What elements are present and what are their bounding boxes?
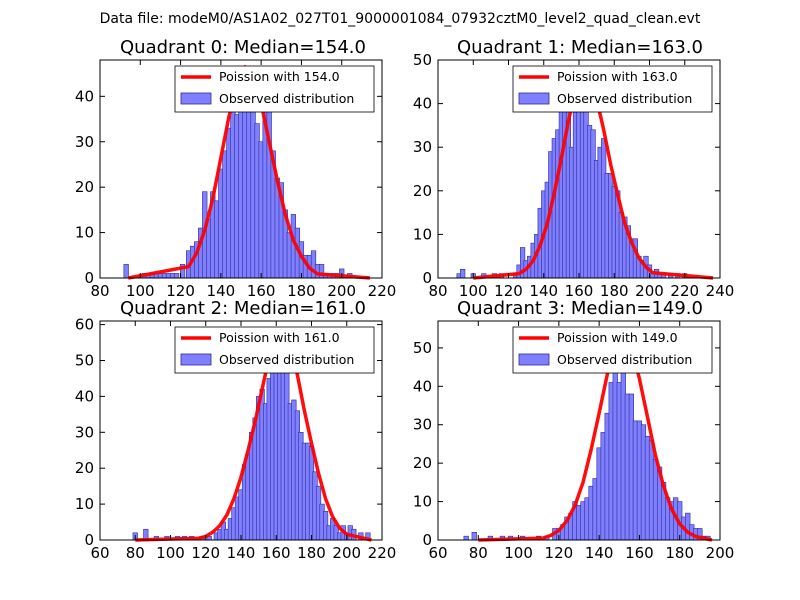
legend-label-poisson: Poission with 154.0	[219, 69, 340, 84]
x-tick-label: 220	[670, 282, 699, 300]
legend-bar-swatch	[180, 92, 212, 105]
panel-title: Quadrant 1: Median=163.0	[457, 37, 703, 58]
x-tick-label: 100	[126, 282, 155, 300]
legend-label-observed: Observed distribution	[557, 91, 692, 106]
legend-bar-swatch	[518, 353, 550, 366]
legend-label-observed: Observed distribution	[557, 352, 692, 367]
axes-frame	[99, 59, 383, 279]
y-tick-label: 10	[75, 224, 94, 242]
x-tick-label: 200	[327, 282, 356, 300]
x-tick-label: 80	[428, 282, 447, 300]
x-tick-label: 180	[297, 544, 326, 562]
x-tick-label: 180	[287, 282, 316, 300]
legend-label-observed: Observed distribution	[219, 352, 354, 367]
quadrant-1-panel: Quadrant 1: Median=163.0 80 100 120 140 160 1…	[413, 37, 734, 300]
legend-label-observed: Observed distribution	[219, 91, 354, 106]
x-tick-label: 200	[635, 282, 664, 300]
y-tick-label: 20	[75, 178, 94, 196]
x-tick-label: 160	[262, 544, 291, 562]
x-tick-label: 80	[469, 544, 488, 562]
legend-bar-swatch	[518, 92, 550, 105]
x-tick-label: 100	[459, 282, 488, 300]
y-tick-label: 40	[413, 377, 432, 395]
histogram-bar	[463, 535, 469, 541]
panel-title: Quadrant 3: Median=149.0	[457, 298, 703, 319]
x-tick-label: 60	[428, 544, 447, 562]
y-tick-label: 0	[84, 269, 94, 287]
x-tick-label: 100	[156, 544, 185, 562]
y-tick-label: 20	[413, 454, 432, 472]
x-tick-label: 80	[126, 544, 145, 562]
panel-title: Quadrant 0: Median=154.0	[120, 37, 366, 58]
histogram-bar	[173, 273, 180, 279]
y-tick-label: 60	[75, 316, 94, 334]
x-tick-label: 120	[191, 544, 220, 562]
y-tick-label: 40	[413, 95, 432, 113]
x-tick-label: 240	[706, 282, 735, 300]
quadrant-3-panel: Quadrant 3: Median=149.0 60 80 100 120 140 16…	[413, 298, 734, 562]
y-tick-label: 10	[413, 225, 432, 243]
y-tick-label: 10	[413, 493, 432, 511]
x-tick-label: 100	[504, 544, 533, 562]
histogram-bar	[123, 264, 129, 279]
y-tick-label: 50	[75, 351, 94, 369]
panel-title: Quadrant 2: Median=161.0	[120, 298, 366, 319]
y-tick-label: 0	[84, 531, 94, 549]
y-tick-label: 50	[413, 51, 432, 69]
x-tick-label: 80	[90, 282, 109, 300]
x-tick-label: 160	[625, 544, 654, 562]
y-tick-label: 30	[75, 423, 94, 441]
y-tick-label: 40	[75, 387, 94, 405]
figure-title: Data file: modeM0/AS1A02_027T01_90000010…	[100, 11, 701, 27]
y-tick-label: 0	[422, 269, 432, 287]
x-tick-label: 200	[332, 544, 361, 562]
quadrant-2-panel: Quadrant 2: Median=161.0 60 80 100 120 140 16…	[75, 298, 396, 562]
quadrant-0-panel: Quadrant 0: Median=154.0 80 100 120 140 160 1…	[75, 37, 396, 300]
x-tick-label: 140	[585, 544, 614, 562]
y-tick-label: 0	[422, 531, 432, 549]
x-tick-label: 200	[706, 544, 735, 562]
x-tick-label: 140	[227, 544, 256, 562]
x-tick-label: 160	[247, 282, 276, 300]
x-tick-label: 180	[600, 282, 629, 300]
legend: Poission with 163.0 Observed distributio…	[512, 65, 713, 113]
x-tick-label: 120	[166, 282, 195, 300]
legend: Poission with 149.0 Observed distributio…	[512, 326, 713, 374]
x-tick-label: 220	[368, 544, 397, 562]
legend-label-poisson: Poission with 149.0	[557, 330, 678, 345]
y-tick-label: 40	[75, 87, 94, 105]
y-tick-label: 30	[413, 416, 432, 434]
legend-label-poisson: Poission with 161.0	[219, 330, 340, 345]
histogram-bar	[471, 532, 477, 541]
legend-label-poisson: Poission with 163.0	[557, 69, 678, 84]
y-tick-label: 30	[413, 138, 432, 156]
y-tick-label: 10	[75, 495, 94, 513]
x-tick-label: 140	[529, 282, 558, 300]
axes-frame	[437, 320, 721, 541]
x-tick-label: 120	[545, 544, 574, 562]
legend-bar-swatch	[180, 353, 212, 366]
y-tick-label: 20	[75, 459, 94, 477]
y-tick-label: 20	[413, 182, 432, 200]
x-tick-label: 180	[665, 544, 694, 562]
y-tick-label: 30	[75, 133, 94, 151]
x-tick-label: 60	[90, 544, 109, 562]
legend-box	[174, 326, 375, 374]
x-tick-label: 120	[494, 282, 523, 300]
x-tick-label: 140	[207, 282, 236, 300]
x-tick-label: 160	[565, 282, 594, 300]
y-tick-label: 50	[413, 339, 432, 357]
legend: Poission with 154.0 Observed distributio…	[174, 65, 375, 113]
legend: Poission with 161.0 Observed distributio…	[174, 326, 375, 374]
x-tick-label: 220	[368, 282, 397, 300]
histogram-bar	[460, 268, 466, 279]
